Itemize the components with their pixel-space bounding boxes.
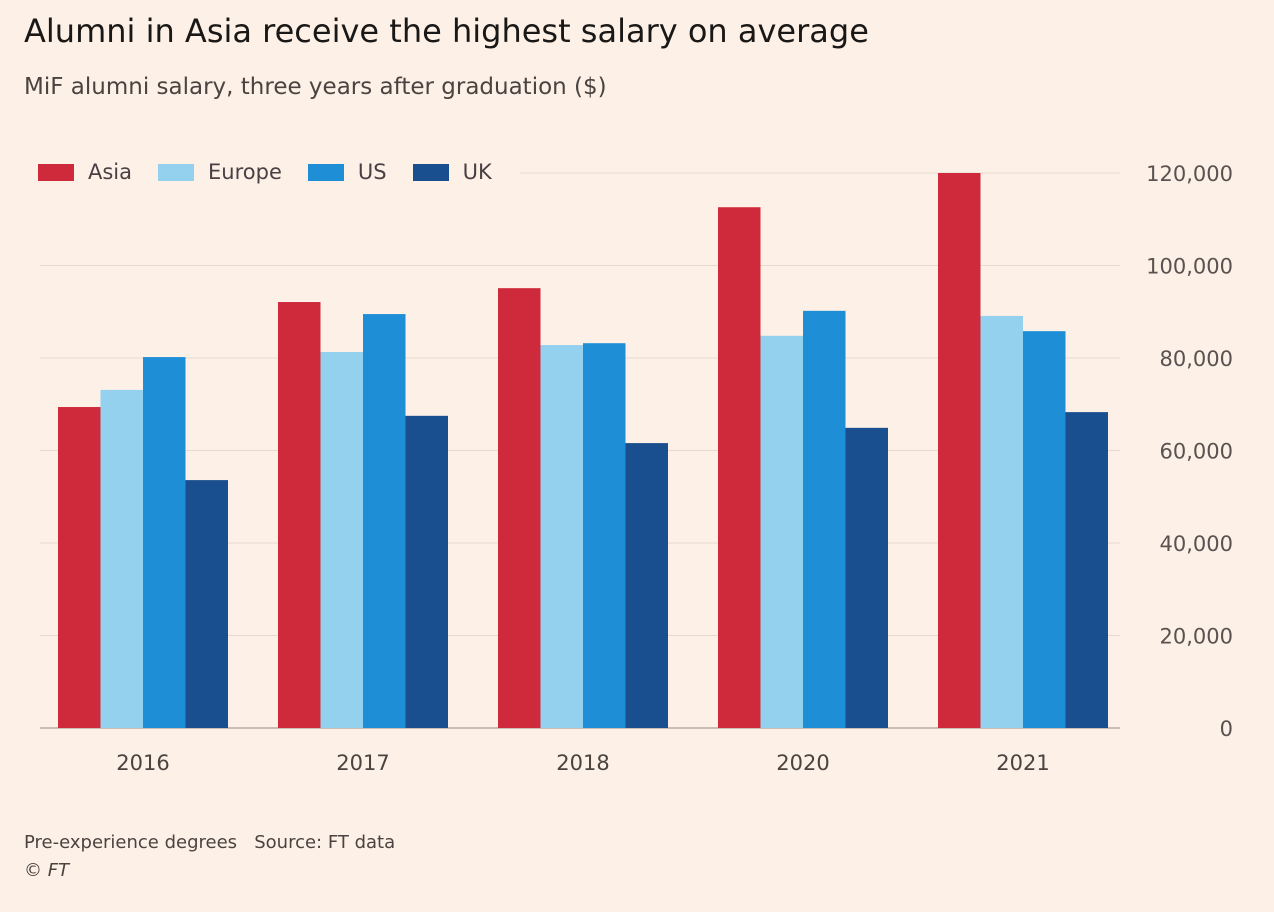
legend: Asia Europe US UK — [38, 160, 518, 184]
y-tick-label: 40,000 — [1160, 532, 1233, 556]
y-tick-label: 20,000 — [1160, 625, 1233, 649]
legend-swatch — [412, 163, 449, 181]
legend-label: US — [357, 160, 387, 184]
x-tick-label: 2016 — [116, 751, 169, 775]
y-tick-label: 100,000 — [1146, 255, 1233, 279]
legend-item-asia: Asia — [38, 160, 132, 184]
bar-europe-2020 — [760, 335, 803, 728]
bar-asia-2021 — [938, 173, 981, 728]
bar-asia-2020 — [718, 207, 761, 729]
legend-swatch — [307, 163, 344, 181]
legend-label: Europe — [208, 160, 282, 184]
bar-europe-2021 — [980, 315, 1023, 728]
bar-uk-2020 — [845, 427, 888, 728]
bar-asia-2017 — [278, 302, 321, 728]
footer-copyright: © FT — [24, 860, 70, 881]
y-tick-label: 120,000 — [1146, 162, 1233, 186]
bar-europe-2017 — [320, 351, 363, 728]
footer-source: Source: FT data — [254, 832, 396, 853]
y-tick-label: 60,000 — [1160, 440, 1233, 464]
bar-europe-2018 — [540, 345, 583, 728]
x-tick-label: 2020 — [776, 751, 829, 775]
legend-item-uk: UK — [412, 160, 492, 184]
bar-us-2021 — [1023, 331, 1066, 728]
bar-us-2016 — [143, 357, 186, 728]
legend-label: Asia — [88, 160, 133, 184]
x-tick-label: 2021 — [996, 751, 1049, 775]
bar-us-2017 — [363, 314, 406, 728]
footer-note: Pre-experience degrees — [24, 832, 238, 853]
bar-us-2020 — [803, 310, 846, 728]
legend-item-europe: Europe — [158, 160, 282, 184]
footer-note-line: Pre-experience degrees Source: FT data — [24, 832, 395, 853]
bar-uk-2017 — [405, 415, 448, 728]
bar-asia-2018 — [498, 288, 541, 728]
legend-swatch — [158, 163, 195, 181]
chart-subtitle: MiF alumni salary, three years after gra… — [24, 74, 607, 100]
bar-asia-2016 — [58, 407, 101, 728]
bar-europe-2016 — [100, 389, 143, 728]
bar-uk-2016 — [185, 480, 228, 728]
y-tick-label: 0 — [1220, 717, 1233, 741]
legend-label: UK — [462, 160, 492, 184]
legend-swatch — [38, 163, 74, 181]
y-tick-label: 80,000 — [1160, 347, 1233, 371]
bar-us-2018 — [583, 343, 626, 728]
bar-uk-2021 — [1065, 412, 1108, 728]
bar-uk-2018 — [625, 443, 668, 728]
x-tick-label: 2017 — [336, 751, 389, 775]
x-tick-label: 2018 — [556, 751, 609, 775]
legend-item-us: US — [307, 160, 387, 184]
chart-title: Alumni in Asia receive the highest salar… — [24, 12, 869, 50]
